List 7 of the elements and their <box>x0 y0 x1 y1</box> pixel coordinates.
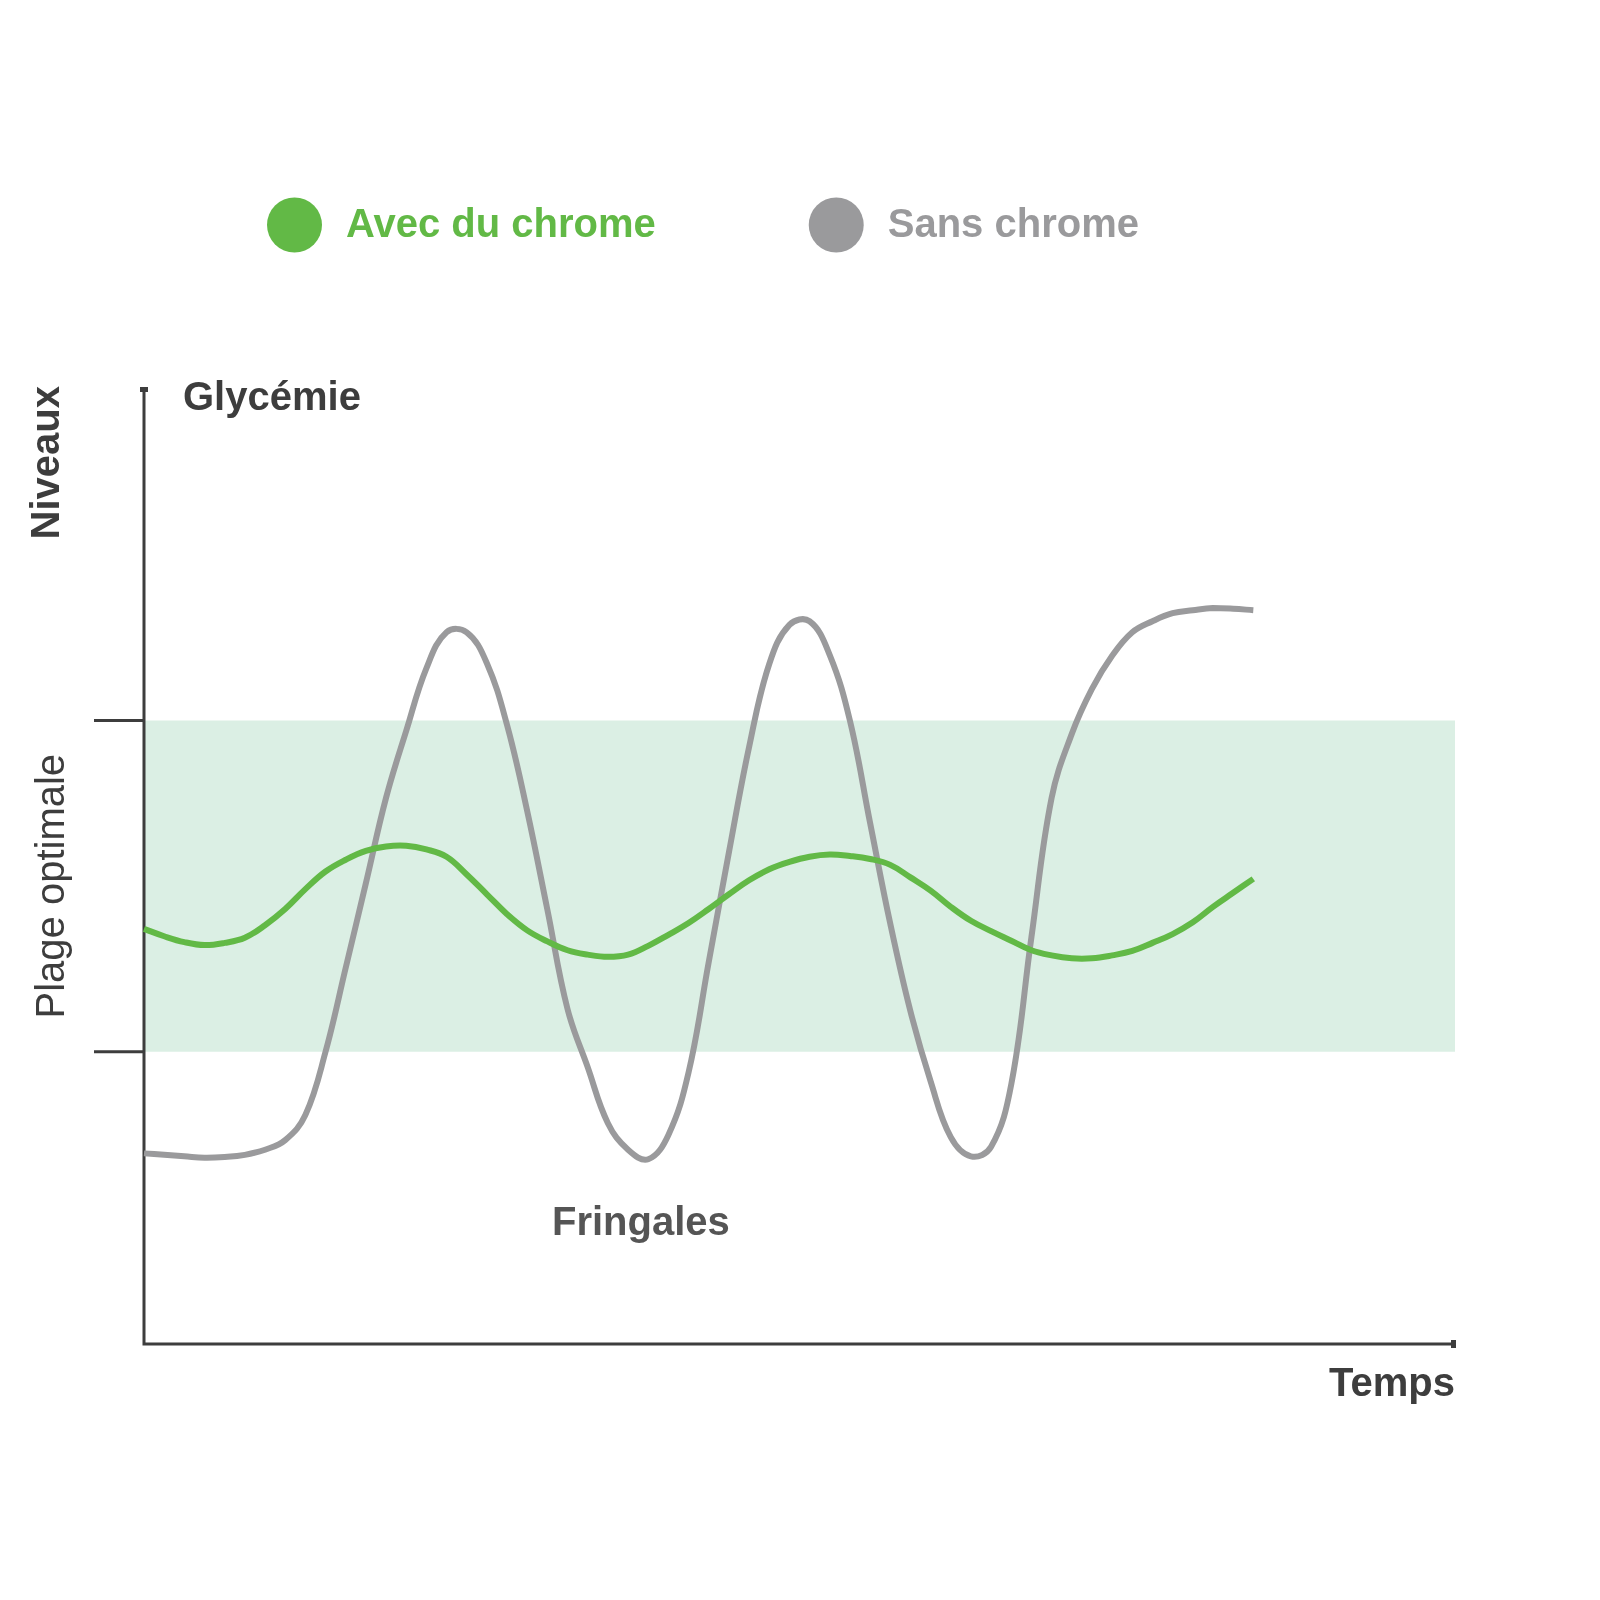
legend-label: Avec du chrome <box>346 201 656 246</box>
chart-title: Glycémie <box>183 374 361 418</box>
legend-label: Sans chrome <box>887 201 1139 246</box>
x-axis-title: Temps <box>1329 1360 1455 1404</box>
band-label: Plage optimale <box>28 753 73 1019</box>
annotation: Fringales <box>551 1199 730 1243</box>
y-axis-title: Niveaux <box>23 386 68 540</box>
